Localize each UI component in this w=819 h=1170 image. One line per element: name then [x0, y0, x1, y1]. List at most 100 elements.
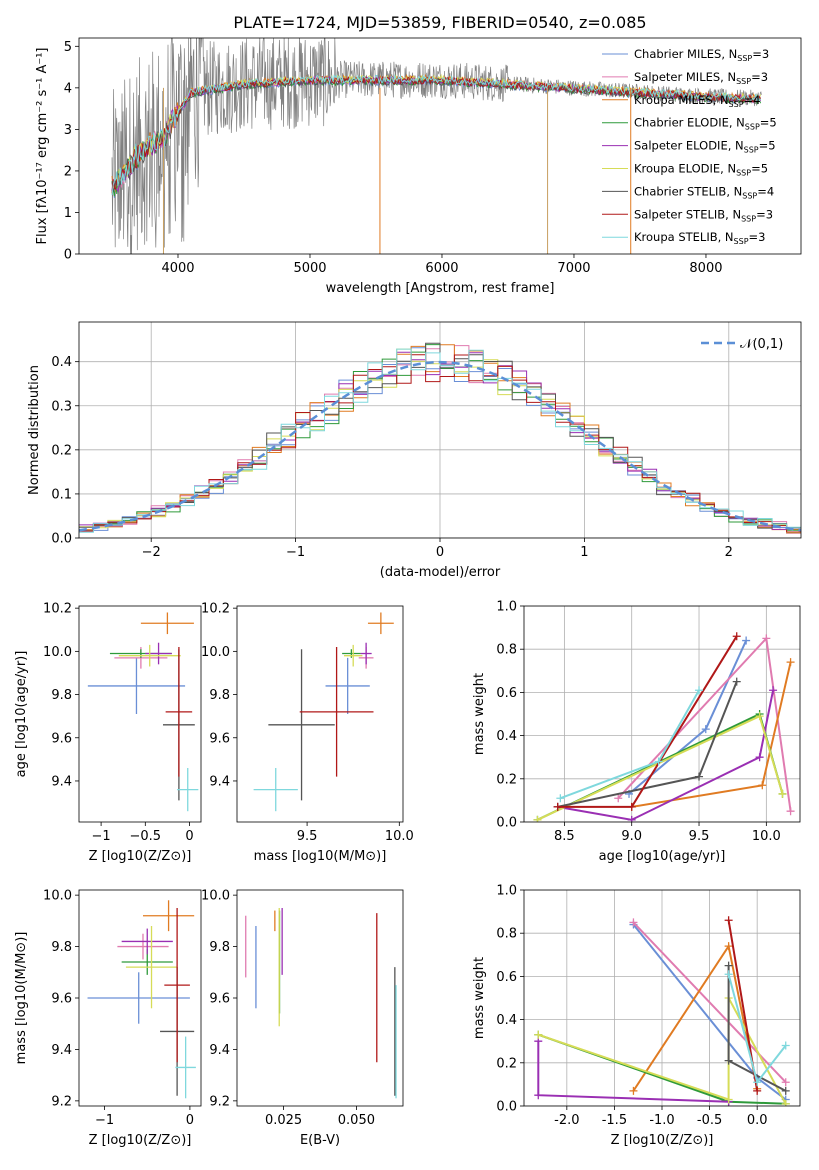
model-spectrum	[111, 73, 761, 196]
axes-age_vs_mass: 9.5 10.0 9.4 9.6 9.8 10.0 10.2 mass [log10(M/M⊙…	[201, 602, 414, 864]
x-tick-label: 2	[725, 545, 733, 560]
x-tick-label: -2.0	[554, 1113, 579, 1128]
data-point	[724, 970, 733, 979]
legend-label: 𝒩(0,1)	[740, 337, 783, 352]
x-tick-label: 0	[185, 829, 193, 844]
x-tick-label: 0.050	[338, 1113, 375, 1128]
y-tick-label: 9.8	[209, 688, 230, 703]
data-point	[786, 807, 795, 816]
data-point	[629, 918, 638, 927]
axes-weight_vs_age: 8.5 9.0 9.5 10.0 0.0 0.2 0.4 0.6 0.8 1.0 age [log1…	[472, 600, 801, 864]
y-tick-label: 1	[64, 206, 72, 221]
y-tick-label: 0.0	[51, 532, 72, 547]
y-tick-label: 0.6	[496, 686, 517, 701]
data-point	[534, 1030, 543, 1039]
data-point	[627, 802, 636, 811]
x-tick-label: −0.5	[130, 829, 162, 844]
y-tick-label: 0	[64, 248, 72, 263]
y-tick-label: 9.6	[209, 731, 230, 746]
y-tick-label: 4	[64, 81, 72, 96]
data-point	[732, 632, 741, 641]
data-point	[755, 753, 764, 762]
y-tick-label: 0.6	[496, 970, 517, 985]
data-point	[781, 1041, 790, 1050]
normal-reference-curve	[79, 360, 801, 532]
x-axis-label: wavelength [Angstrom, rest frame]	[326, 281, 555, 296]
plot-area	[87, 900, 196, 1099]
x-axis-label: (data-model)/error	[380, 565, 501, 580]
data-point	[724, 1056, 733, 1065]
y-tick-label: 9.8	[209, 940, 230, 955]
axes-frame	[236, 889, 404, 1107]
legend-label: Salpeter STELIB, NSSP=3	[634, 207, 773, 223]
plot-area	[253, 612, 394, 812]
y-tick-label: 0.4	[496, 729, 517, 744]
x-tick-label: −1	[92, 829, 111, 844]
y-tick-label: 1.0	[496, 600, 517, 615]
plot-area	[111, 38, 762, 254]
x-axis-label: Z [log10(Z/Z⊙)]	[611, 1133, 714, 1148]
data-point	[755, 712, 764, 721]
axes-frame	[523, 889, 801, 1107]
y-tick-label: 3	[64, 123, 72, 138]
x-tick-label: 9.0	[621, 829, 642, 844]
axes-frame	[78, 605, 202, 823]
data-point	[724, 961, 733, 970]
plot-area	[87, 612, 199, 812]
y-tick-label: 0.0	[496, 1100, 517, 1115]
legend-label: Chabrier ELODIE, NSSP=5	[634, 116, 777, 132]
x-tick-label: 4000	[161, 261, 194, 276]
data-point	[762, 634, 771, 643]
x-tick-label: −1	[286, 545, 305, 560]
x-tick-label: 1	[580, 545, 588, 560]
y-tick-label: 9.6	[209, 992, 230, 1007]
y-tick-label: 10.0	[43, 889, 72, 904]
data-point	[533, 815, 542, 822]
x-tick-label: 8000	[689, 261, 722, 276]
x-tick-label: 9.5	[689, 829, 710, 844]
data-point	[695, 772, 704, 781]
histogram-step	[79, 354, 801, 533]
y-axis-label: mass weight	[472, 673, 487, 755]
y-tick-label: 9.4	[51, 1043, 72, 1058]
data-point	[627, 815, 636, 822]
y-axis-label: Normed distribution	[27, 365, 42, 495]
axes-frame	[78, 37, 802, 255]
y-tick-label: 0.8	[496, 927, 517, 942]
y-tick-label: 10.0	[201, 889, 230, 904]
data-point	[534, 1091, 543, 1100]
plot-area	[524, 890, 800, 1106]
y-tick-label: 2	[64, 164, 72, 179]
data-point	[629, 1086, 638, 1095]
data-point	[753, 1078, 762, 1087]
axes-frame	[78, 889, 202, 1107]
x-tick-label: 0	[436, 545, 444, 560]
figure-title: PLATE=1724, MJD=53859, FIBERID=0540, z=0…	[233, 13, 646, 32]
axes-residuals: −2 −1 0 1 2 0.0 0.1 0.2 0.3 0.4 (data-model)/error…	[27, 321, 802, 580]
data-point	[732, 677, 741, 686]
y-axis-label: Flux [fλ10⁻¹⁷ erg cm⁻² s⁻¹ A⁻¹]	[35, 48, 50, 245]
data-point	[724, 1095, 733, 1104]
y-tick-label: 0.4	[51, 355, 72, 370]
data-point	[769, 686, 778, 695]
x-tick-label: 0.0	[747, 1113, 768, 1128]
data-point	[695, 686, 704, 695]
axes-age_vs_Z: −1 −0.5 0 9.4 9.6 9.8 10.0 10.2 Z [log10(Z/Z⊙)] a…	[14, 602, 202, 864]
data-point	[614, 794, 623, 803]
data-point	[742, 636, 751, 645]
y-tick-label: 9.6	[51, 731, 72, 746]
data-point	[781, 1078, 790, 1087]
data-point	[778, 789, 787, 798]
y-tick-label: 1.0	[496, 884, 517, 899]
model-spectrum	[111, 75, 761, 194]
y-tick-label: 10.2	[43, 602, 72, 617]
y-tick-label: 10.0	[43, 645, 72, 660]
data-point	[786, 658, 795, 667]
x-tick-label: 10.0	[752, 829, 781, 844]
y-tick-label: 10.2	[201, 602, 230, 617]
y-axis-label: mass weight	[472, 957, 487, 1039]
x-tick-label: 10.0	[385, 829, 414, 844]
legend-label: Kroupa ELODIE, NSSP=5	[634, 162, 768, 178]
plot-area	[79, 322, 801, 538]
